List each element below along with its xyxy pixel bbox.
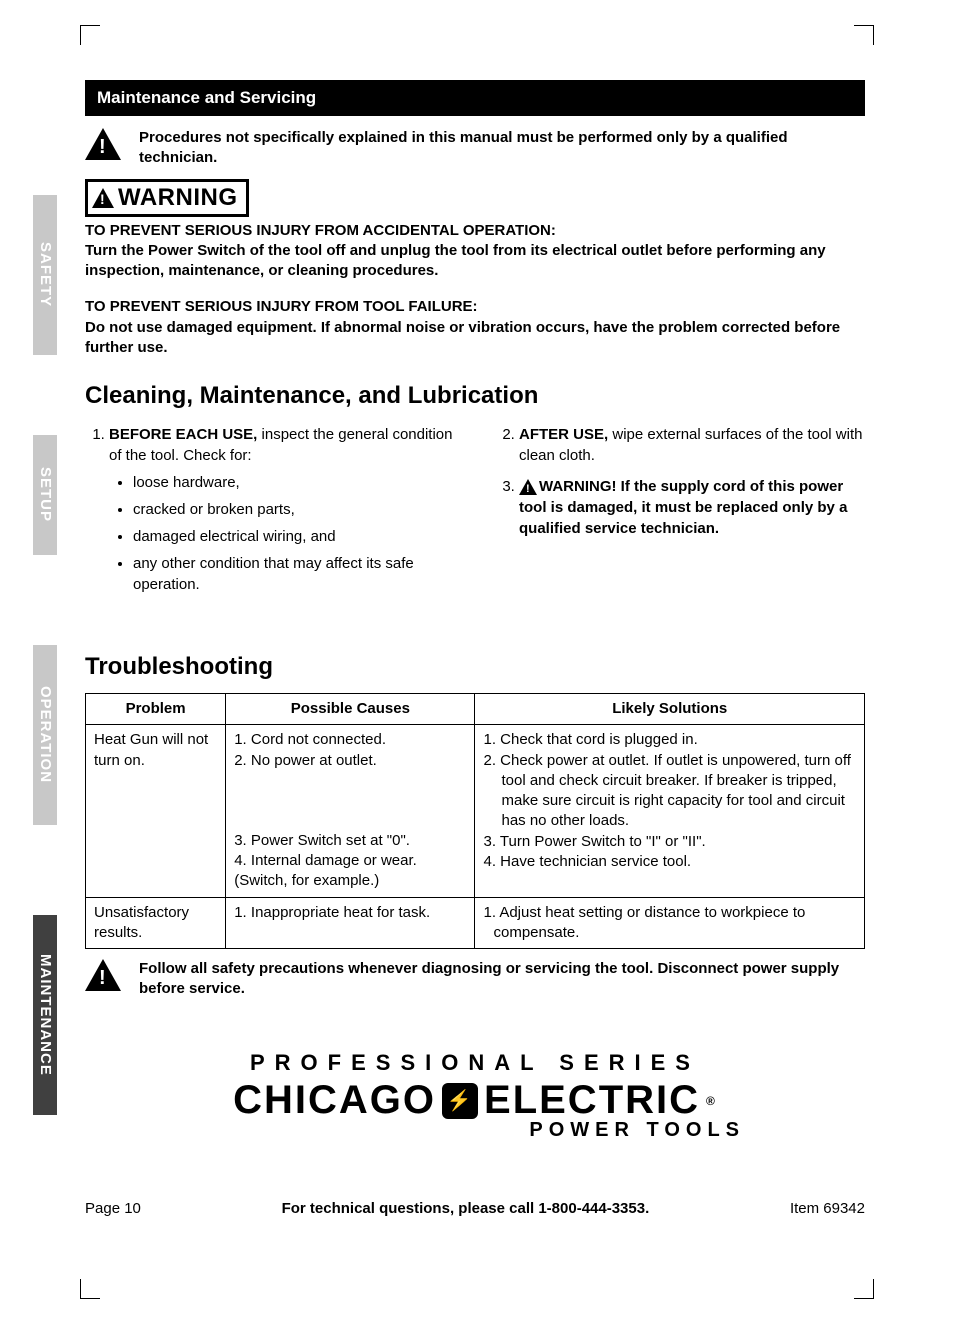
side-tabs: SAFETY SETUP OPERATION MAINTENANCE — [33, 195, 57, 1195]
left-column: BEFORE EACH USE, inspect the general con… — [85, 424, 455, 605]
warning-box: WARNING — [85, 179, 249, 217]
warn2-line2: Do not use damaged equipment. If abnorma… — [85, 319, 840, 356]
bold-lead: AFTER USE, — [519, 426, 608, 443]
brand-sub: POWER TOOLS — [85, 1119, 865, 1142]
page-content: Maintenance and Servicing Procedures not… — [85, 80, 865, 1000]
table-row: Heat Gun will not turn on. 1. Cord not c… — [86, 725, 865, 897]
heading-troubleshooting: Troubleshooting — [85, 653, 865, 681]
intro-row: Procedures not specifically explained in… — [85, 128, 865, 169]
warning-paragraph: TO PREVENT SERIOUS INJURY FROM ACCIDENTA… — [85, 221, 865, 282]
bold-lead: BEFORE EACH USE, — [109, 426, 257, 443]
list-item: AFTER USE, wipe external surfaces of the… — [519, 424, 865, 466]
crop-mark — [854, 25, 874, 45]
tab-safety: SAFETY — [33, 195, 57, 355]
warn1-line2: Turn the Power Switch of the tool off an… — [85, 242, 826, 279]
solution-line: 3. Turn Power Switch to "I" or "II". — [483, 832, 856, 852]
item3-text: WARNING! If the supply cord of this powe… — [519, 478, 847, 537]
crop-mark — [80, 1279, 100, 1299]
th-causes: Possible Causes — [226, 694, 475, 725]
warning-icon — [519, 479, 537, 495]
cause-line: 3. Power Switch set at "0". — [234, 831, 466, 851]
warning-icon — [85, 128, 121, 160]
cell-solutions: 1. Check that cord is plugged in. 2. Che… — [475, 725, 865, 897]
brand-electric: ELECTRIC — [484, 1078, 700, 1123]
two-column: BEFORE EACH USE, inspect the general con… — [85, 424, 865, 605]
brand-chicago: CHICAGO — [233, 1078, 436, 1123]
cell-problem: Heat Gun will not turn on. — [86, 725, 226, 897]
warn2-line1: TO PREVENT SERIOUS INJURY FROM TOOL FAIL… — [85, 298, 478, 315]
item-number: Item 69342 — [790, 1200, 865, 1217]
section-header: Maintenance and Servicing — [85, 80, 865, 116]
tab-operation: OPERATION — [33, 645, 57, 825]
sub-item: loose hardware, — [133, 472, 455, 493]
cell-causes: 1. Inappropriate heat for task. — [226, 897, 475, 949]
table-header-row: Problem Possible Causes Likely Solutions — [86, 694, 865, 725]
cell-causes: 1. Cord not connected. 2. No power at ou… — [226, 725, 475, 897]
warning-icon — [92, 188, 114, 208]
warning-label: WARNING — [118, 184, 238, 212]
footer-phone: For technical questions, please call 1-8… — [282, 1200, 650, 1217]
solution-line: 4. Have technician service tool. — [483, 852, 856, 872]
th-problem: Problem — [86, 694, 226, 725]
footer: Page 10 For technical questions, please … — [85, 1200, 865, 1217]
follow-text: Follow all safety precautions whenever d… — [139, 959, 865, 1000]
brand-main: CHICAGO ⚡ ELECTRIC ® — [85, 1078, 865, 1123]
cell-solutions: 1. Adjust heat setting or distance to wo… — [475, 897, 865, 949]
crop-mark — [80, 25, 100, 45]
warning-icon — [85, 959, 121, 991]
warning-paragraph: TO PREVENT SERIOUS INJURY FROM TOOL FAIL… — [85, 297, 865, 358]
warn1-line1: TO PREVENT SERIOUS INJURY FROM ACCIDENTA… — [85, 222, 556, 239]
cause-line: 4. Internal damage or wear. (Switch, for… — [234, 851, 466, 892]
table-row: Unsatisfactory results. 1. Inappropriate… — [86, 897, 865, 949]
tab-setup: SETUP — [33, 435, 57, 555]
list-item: WARNING! If the supply cord of this powe… — [519, 476, 865, 539]
solution-line: 1. Check that cord is plugged in. — [483, 730, 856, 750]
sub-item: any other condition that may affect its … — [133, 553, 455, 595]
follow-row: Follow all safety precautions whenever d… — [85, 959, 865, 1000]
sub-item: cracked or broken parts, — [133, 499, 455, 520]
page-number: Page 10 — [85, 1200, 141, 1217]
intro-text: Procedures not specifically explained in… — [139, 128, 865, 169]
registered-mark: ® — [706, 1094, 717, 1108]
brand-logo-icon: ⚡ — [442, 1083, 478, 1119]
cause-line: 2. No power at outlet. — [234, 751, 466, 771]
list-item: BEFORE EACH USE, inspect the general con… — [109, 424, 455, 595]
troubleshooting-table: Problem Possible Causes Likely Solutions… — [85, 693, 865, 949]
heading-cleaning: Cleaning, Maintenance, and Lubrication — [85, 382, 865, 410]
right-column: AFTER USE, wipe external surfaces of the… — [495, 424, 865, 605]
brand-block: PROFESSIONAL SERIES CHICAGO ⚡ ELECTRIC® … — [85, 1050, 865, 1142]
cell-problem: Unsatisfactory results. — [86, 897, 226, 949]
crop-mark — [854, 1279, 874, 1299]
tab-maintenance: MAINTENANCE — [33, 915, 57, 1115]
brand-professional: PROFESSIONAL SERIES — [85, 1050, 865, 1076]
sub-item: damaged electrical wiring, and — [133, 526, 455, 547]
solution-line: 2. Check power at outlet. If outlet is u… — [483, 751, 856, 832]
th-solutions: Likely Solutions — [475, 694, 865, 725]
cause-line: 1. Cord not connected. — [234, 730, 466, 750]
